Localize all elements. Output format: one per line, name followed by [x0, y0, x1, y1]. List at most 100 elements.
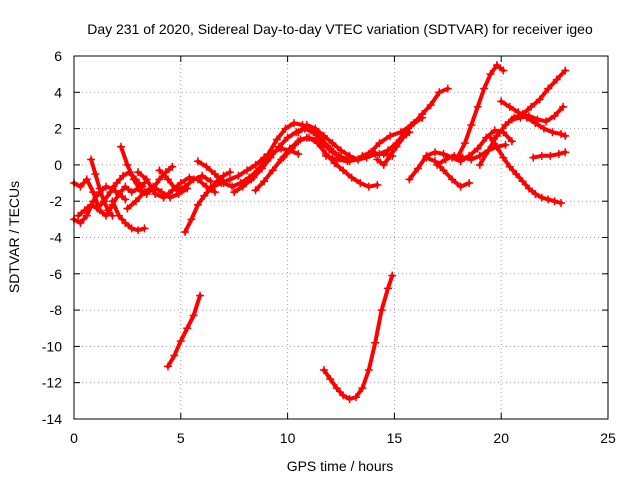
data-series-arc-28 — [507, 102, 568, 126]
data-point-marker — [142, 175, 151, 184]
data-point-marker — [283, 133, 292, 142]
data-point-marker — [176, 179, 185, 188]
data-point-marker — [497, 97, 506, 106]
data-point-marker — [127, 188, 136, 197]
data-point-marker — [377, 306, 386, 315]
data-point-marker — [140, 224, 149, 233]
data-point-marker — [480, 84, 489, 93]
data-point-marker — [219, 171, 228, 180]
data-point-marker — [366, 148, 375, 157]
data-point-marker — [159, 193, 168, 202]
data-point-marker — [106, 188, 115, 197]
data-point-marker — [484, 146, 493, 155]
data-point-marker — [155, 166, 164, 175]
data-point-marker — [304, 133, 313, 142]
data-point-marker — [95, 184, 104, 193]
x-tick-label: 25 — [600, 430, 616, 446]
data-point-marker — [234, 171, 243, 180]
data-point-marker — [87, 200, 96, 209]
data-point-marker — [311, 124, 320, 133]
series-line — [321, 273, 395, 401]
data-point-marker — [121, 182, 130, 191]
data-point-marker — [375, 150, 384, 159]
data-point-marker — [108, 197, 117, 206]
data-point-marker — [439, 166, 448, 175]
data-point-marker — [172, 186, 181, 195]
data-point-marker — [185, 173, 194, 182]
data-point-marker — [114, 189, 123, 198]
data-point-marker — [501, 140, 510, 149]
y-tick-label: -4 — [50, 230, 63, 246]
data-point-marker — [561, 131, 570, 140]
data-point-marker — [537, 151, 546, 160]
data-point-marker — [87, 155, 96, 164]
data-point-marker — [550, 197, 559, 206]
data-point-marker — [112, 179, 121, 188]
y-axis-label: SDTVAR / TECUs — [6, 181, 22, 293]
x-tick-label: 5 — [177, 430, 185, 446]
data-point-marker — [364, 365, 373, 374]
data-point-marker — [490, 126, 499, 135]
data-point-marker — [371, 338, 380, 347]
series-line — [183, 170, 232, 235]
data-point-marker — [294, 150, 303, 159]
data-point-marker — [351, 393, 360, 402]
data-point-marker — [163, 175, 172, 184]
data-point-marker — [196, 291, 205, 300]
data-series-arc-20 — [373, 128, 414, 169]
data-point-marker — [134, 168, 143, 177]
data-point-marker — [279, 153, 288, 162]
data-point-marker — [136, 186, 145, 195]
data-point-marker — [443, 84, 452, 93]
data-point-marker — [435, 88, 444, 97]
data-point-marker — [456, 182, 465, 191]
data-series-arc-29 — [529, 148, 570, 162]
data-point-marker — [170, 351, 179, 360]
data-point-marker — [294, 128, 303, 137]
data-point-marker — [548, 128, 557, 137]
data-series-arc-27 — [497, 97, 570, 140]
data-point-marker — [467, 120, 476, 129]
data-point-marker — [475, 151, 484, 160]
data-point-marker — [189, 311, 198, 320]
data-point-marker — [345, 395, 354, 404]
data-point-marker — [373, 155, 382, 164]
y-tick-label: 0 — [54, 157, 62, 173]
series-line — [166, 293, 202, 369]
data-point-marker — [524, 111, 533, 120]
data-point-marker — [422, 153, 431, 162]
grid-lines — [74, 56, 608, 419]
data-point-marker — [210, 169, 219, 178]
data-series-arc-24 — [454, 61, 508, 160]
data-point-marker — [512, 169, 521, 178]
data-point-marker — [119, 171, 128, 180]
data-point-marker — [492, 142, 501, 151]
data-point-marker — [364, 182, 373, 191]
data-point-marker — [181, 228, 190, 237]
x-axis-label: GPS time / hours — [287, 458, 394, 474]
data-point-marker — [208, 182, 217, 191]
data-point-marker — [458, 153, 467, 162]
data-point-marker — [398, 133, 407, 142]
data-point-marker — [492, 61, 501, 70]
data-point-marker — [200, 191, 209, 200]
data-point-marker — [121, 218, 130, 227]
data-point-marker — [373, 180, 382, 189]
data-point-marker — [473, 102, 482, 111]
data-point-marker — [176, 336, 185, 345]
x-tick-label: 15 — [387, 430, 403, 446]
data-series-arc-19 — [358, 84, 452, 160]
data-point-marker — [82, 211, 91, 220]
data-point-marker — [121, 195, 130, 204]
data-point-marker — [439, 150, 448, 159]
data-point-marker — [290, 119, 299, 128]
data-point-marker — [337, 146, 345, 155]
data-point-marker — [546, 151, 555, 160]
data-point-marker — [230, 188, 239, 197]
data-point-marker — [99, 197, 108, 206]
chart-title: Day 231 of 2020, Sidereal Day-to-day VTE… — [87, 21, 593, 37]
data-point-marker — [82, 175, 91, 184]
data-point-marker — [296, 135, 305, 144]
